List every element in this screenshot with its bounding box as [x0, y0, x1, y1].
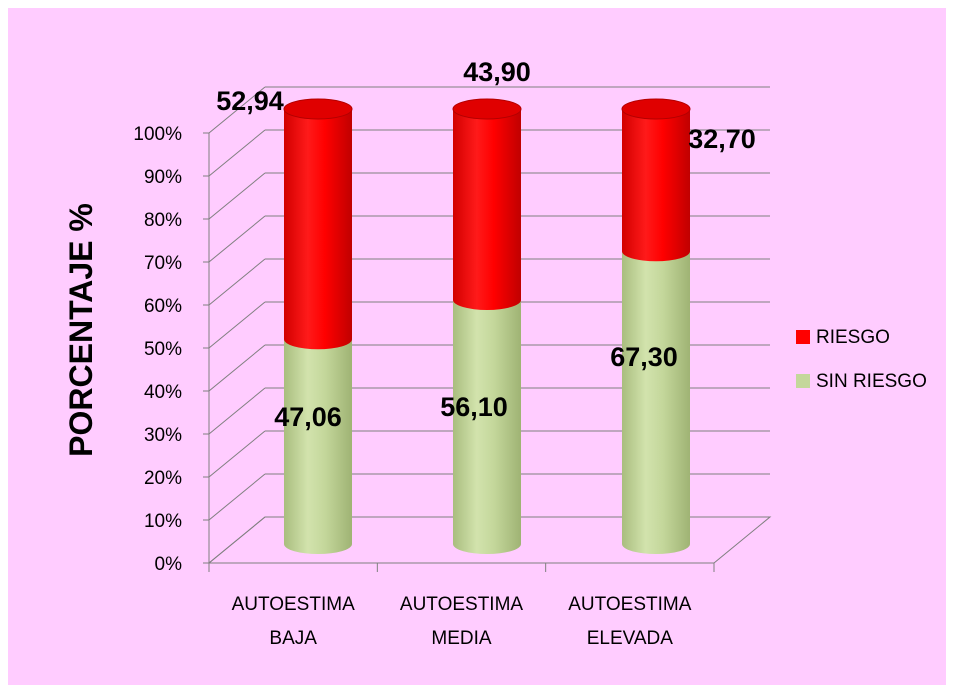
- bar-sin-riesgo: [284, 339, 352, 554]
- data-label-riesgo: 52,94: [216, 86, 284, 116]
- legend-swatch: [796, 374, 810, 388]
- bar-sin-riesgo: [453, 299, 521, 554]
- labels-layer: 0% 10% 20% 30% 40% 50% 60% 70% 80% 90% 100% AUTOEST…: [133, 57, 755, 649]
- y-tick-label: 0%: [155, 554, 183, 575]
- gridline-diagonal: [208, 473, 266, 521]
- stacked-cylinder-chart: 0% 10% 20% 30% 40% 50% 60% 70% 80% 90% 100% AUTOEST…: [63, 57, 927, 649]
- y-tick-label: 90%: [144, 167, 182, 188]
- data-label-sin-riesgo: 67,30: [610, 342, 678, 372]
- y-tick-label: 70%: [144, 253, 182, 274]
- gridline-diagonal: [208, 430, 266, 478]
- gridline-diagonal: [208, 258, 266, 306]
- axis-layer: [203, 132, 772, 572]
- bar-top-cap: [452, 98, 522, 120]
- data-label-riesgo: 43,90: [463, 57, 531, 87]
- y-tick-label: 100%: [133, 124, 182, 145]
- data-label-sin-riesgo: 47,06: [274, 402, 342, 432]
- y-tick-label: 60%: [144, 296, 182, 317]
- x-category-label: AUTOESTIMA: [400, 594, 523, 615]
- gridline-diagonal: [208, 215, 266, 263]
- x-category-label: ELEVADA: [587, 628, 674, 649]
- bar-sin-riesgo: [622, 251, 690, 554]
- gridline-diagonal: [208, 387, 266, 435]
- data-label-sin-riesgo: 56,10: [440, 392, 508, 422]
- bar-riesgo: [622, 109, 690, 262]
- gridline-diagonal: [208, 172, 266, 220]
- gridline-diagonal: [208, 301, 266, 349]
- y-axis-title: PORCENTAJE %: [63, 203, 99, 457]
- bar-riesgo: [284, 109, 352, 350]
- legend: RIESGO SIN RIESGO: [796, 327, 927, 392]
- data-label-riesgo: 32,70: [688, 124, 756, 154]
- gridline-diagonal: [208, 344, 266, 392]
- gridline-diagonal: [208, 129, 266, 177]
- chart-area: 0% 10% 20% 30% 40% 50% 60% 70% 80% 90% 100% AUTOEST…: [8, 8, 946, 685]
- y-tick-label: 30%: [144, 425, 182, 446]
- legend-swatch: [796, 330, 810, 344]
- bar-riesgo: [453, 109, 521, 310]
- y-tick-label: 40%: [144, 382, 182, 403]
- y-tick-label: 20%: [144, 468, 182, 489]
- bars-layer: [283, 98, 691, 554]
- legend-label: RIESGO: [816, 327, 890, 348]
- bar-top-cap: [283, 98, 353, 120]
- x-category-label: MEDIA: [431, 628, 492, 649]
- legend-label: SIN RIESGO: [816, 371, 927, 392]
- y-tick-label: 10%: [144, 511, 182, 532]
- x-category-label: BAJA: [269, 628, 317, 649]
- bar-top-cap: [621, 98, 691, 120]
- y-tick-label: 80%: [144, 210, 182, 231]
- x-category-label: AUTOESTIMA: [568, 594, 691, 615]
- x-category-label: AUTOESTIMA: [232, 594, 355, 615]
- gridline-diagonal: [208, 86, 266, 134]
- y-tick-label: 50%: [144, 339, 182, 360]
